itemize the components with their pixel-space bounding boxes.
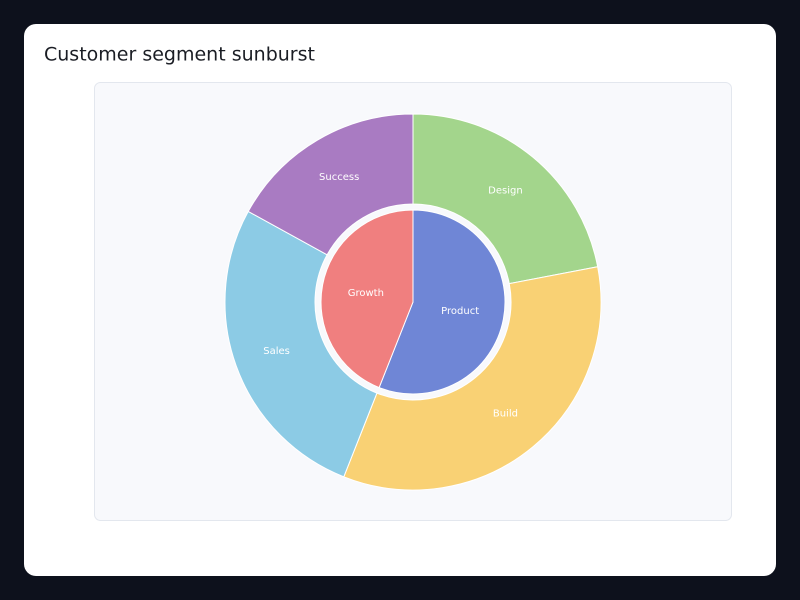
segment-label: Success (319, 172, 359, 183)
inner-segment (378, 209, 506, 395)
segment-label: Sales (263, 346, 290, 357)
segment-label: Growth (348, 288, 384, 299)
outer-segment (343, 266, 602, 491)
inner-segment (320, 209, 414, 389)
chart-title: Customer segment sunburst (44, 44, 315, 66)
segment-label: Design (488, 185, 523, 196)
segment-label: Product (441, 306, 479, 317)
segment-label: Build (493, 409, 518, 420)
outer-segment (247, 113, 414, 256)
sunburst: Design Build Product Sales Success Growth (224, 113, 602, 491)
outer-segment (412, 113, 599, 285)
outer-segment (224, 210, 378, 478)
